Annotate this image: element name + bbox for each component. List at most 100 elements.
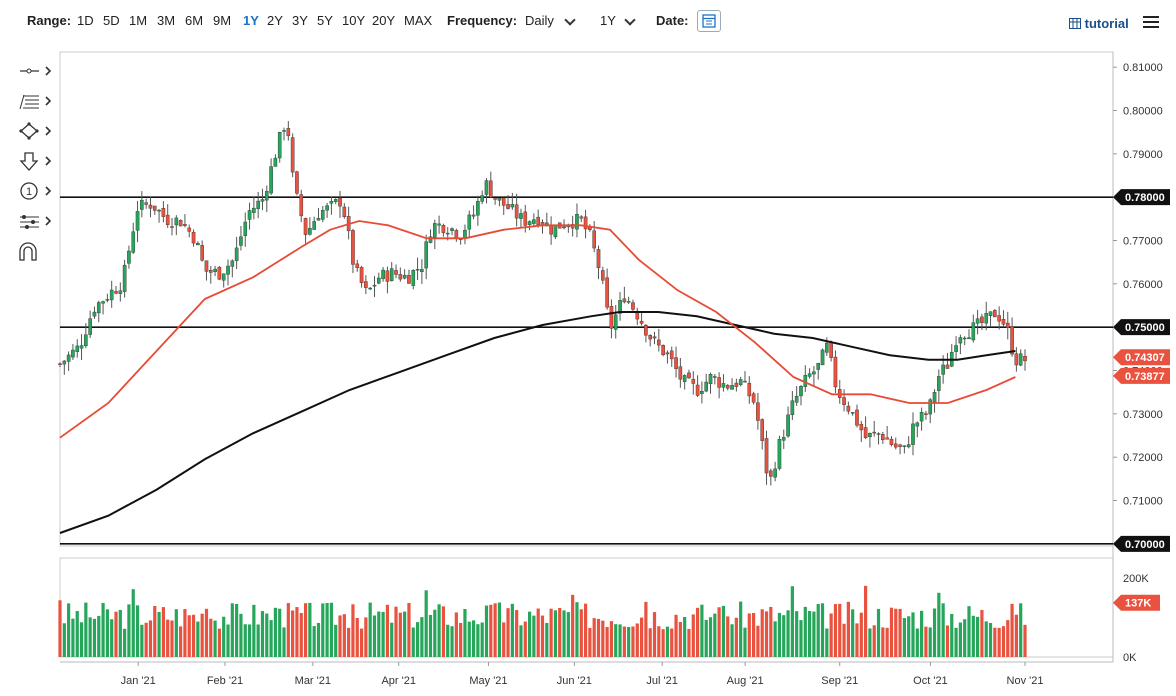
candle-body — [820, 349, 825, 366]
volume-bar — [691, 614, 695, 657]
range-button-5y[interactable]: 5Y — [317, 13, 333, 28]
volume-bar — [97, 615, 101, 657]
volume-bar — [157, 611, 161, 657]
candle-body — [424, 241, 428, 269]
arrow-down-tool-icon[interactable] — [15, 152, 57, 176]
volume-bar — [639, 617, 644, 657]
candle-body — [389, 268, 394, 282]
range-button-1y[interactable]: 1Y — [243, 13, 259, 28]
candle-body — [885, 437, 889, 440]
volume-bar — [105, 609, 109, 657]
price-tick-label: 0.73000 — [1123, 409, 1163, 421]
volume-bar — [851, 609, 855, 657]
calendar-icon[interactable] — [697, 10, 721, 32]
frequency-select[interactable]: Daily — [525, 13, 554, 28]
volume-bar — [403, 611, 407, 657]
candle-body — [747, 382, 752, 397]
volume-bar — [459, 622, 463, 657]
candle-body — [402, 274, 407, 279]
level-tag — [1113, 189, 1170, 206]
candle-body — [756, 402, 760, 421]
candle-body — [928, 399, 933, 415]
volume-bar — [713, 613, 717, 657]
range-button-6m[interactable]: 6M — [185, 13, 204, 28]
volume-bar — [838, 603, 842, 657]
magnet-icon[interactable] — [15, 242, 57, 266]
line-tool-icon[interactable] — [15, 62, 57, 86]
candle-body — [553, 225, 558, 238]
candle-body — [256, 200, 260, 209]
hamburger-menu-icon[interactable] — [1143, 16, 1159, 28]
period-select[interactable]: 1Y — [600, 13, 616, 28]
volume-bar — [420, 617, 424, 657]
range-button-1d[interactable]: 1D — [77, 13, 94, 28]
number-marker-icon[interactable]: 1 — [15, 182, 57, 206]
volume-bar — [661, 629, 665, 657]
volume-bar — [230, 603, 234, 657]
candle-body — [609, 305, 614, 329]
candle-body — [441, 225, 446, 233]
candle-body — [769, 470, 773, 477]
volume-bar — [209, 618, 213, 657]
candle-body — [829, 341, 833, 358]
candle-body — [665, 352, 670, 355]
range-button-20y[interactable]: 20Y — [372, 13, 396, 28]
candle-body — [260, 199, 265, 202]
range-button-5d[interactable]: 5D — [103, 13, 120, 28]
candle-body — [299, 194, 304, 217]
volume-bar — [545, 622, 549, 657]
candle-body — [605, 277, 609, 308]
volume-bar — [415, 622, 420, 657]
candle-body — [872, 431, 877, 434]
volume-bar — [140, 624, 144, 657]
range-button-max[interactable]: MAX — [404, 13, 433, 28]
volume-bar — [187, 615, 191, 657]
range-button-1m[interactable]: 1M — [129, 13, 148, 28]
time-tick-label: Nov '21 — [1007, 675, 1044, 687]
fibonacci-tool-icon[interactable] — [15, 92, 57, 116]
range-button-3y[interactable]: 3Y — [292, 13, 308, 28]
volume-bar — [467, 621, 471, 657]
candle-body — [501, 197, 506, 206]
range-button-9m[interactable]: 9M — [213, 13, 232, 28]
volume-bar — [859, 612, 863, 657]
volume-bar — [1006, 620, 1010, 657]
candle-body — [669, 350, 674, 360]
candle-body — [691, 378, 696, 384]
range-button-3m[interactable]: 3M — [157, 13, 176, 28]
candle-body — [881, 434, 885, 441]
volume-bar — [347, 627, 351, 657]
volume-bar — [717, 607, 721, 657]
time-tick-label: Jun '21 — [557, 675, 592, 687]
volume-bar — [527, 611, 532, 657]
volume-bar — [484, 605, 489, 657]
candle-body — [105, 299, 110, 301]
candle-body — [316, 218, 321, 221]
range-button-2y[interactable]: 2Y — [267, 13, 283, 28]
volume-bar — [928, 627, 932, 657]
volume-bar — [1001, 626, 1006, 657]
volume-bar — [700, 604, 704, 657]
volume-bar — [683, 616, 687, 657]
volume-bar — [235, 604, 239, 657]
volume-bar — [618, 624, 622, 657]
volume-bar — [71, 618, 75, 657]
candle-body — [88, 318, 92, 335]
ma-value-tag-label: 0.73877 — [1125, 371, 1165, 383]
shape-tool-icon[interactable] — [15, 122, 57, 146]
volume-bar — [652, 612, 657, 657]
volume-bar — [747, 613, 751, 657]
tutorial-link[interactable]: tutorial — [1069, 16, 1129, 31]
candle-body — [480, 195, 484, 202]
range-button-10y[interactable]: 10Y — [342, 13, 366, 28]
volume-bar — [876, 608, 881, 657]
volume-bar — [971, 615, 975, 657]
level-tag — [1113, 319, 1170, 336]
candle-body — [454, 230, 459, 239]
volume-bar — [605, 627, 609, 657]
volume-bar — [1023, 624, 1027, 657]
volume-bar — [782, 615, 786, 657]
time-tick-label: Sep '21 — [821, 675, 858, 687]
measure-tool-icon[interactable] — [15, 212, 57, 236]
